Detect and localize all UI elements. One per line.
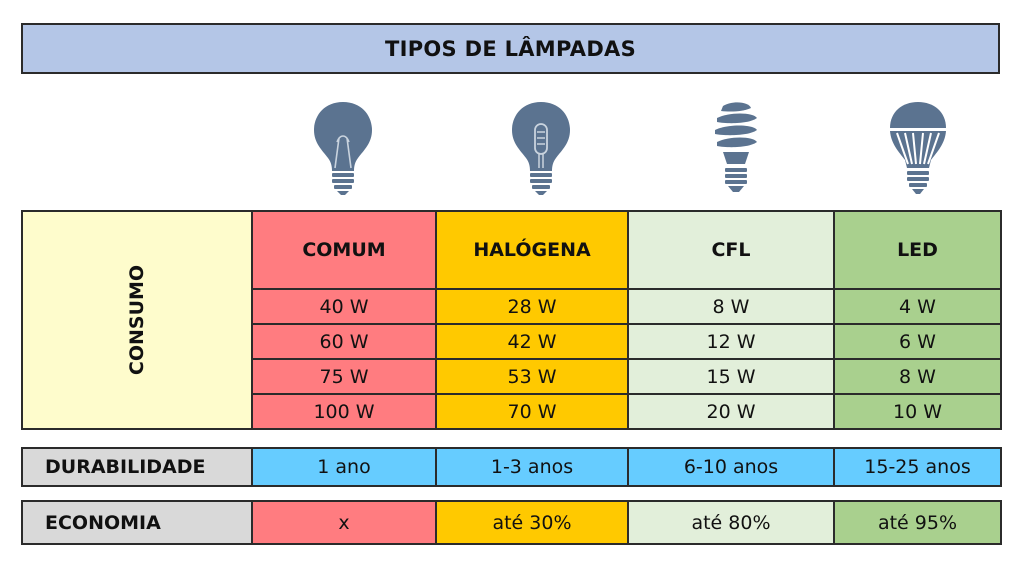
consumo-cfl-value: 12 W xyxy=(627,323,835,360)
cfl-bulb-icon xyxy=(701,98,771,196)
consumo-halogena-value: 42 W xyxy=(435,323,629,360)
header-comum: COMUM xyxy=(251,210,437,290)
consumo-table: CONSUMO COMUM HALÓGENA CFL LED 40 W 28 W… xyxy=(21,210,1002,430)
consumo-comum-value: 40 W xyxy=(251,288,437,325)
consumo-cfl-value: 20 W xyxy=(627,393,835,430)
consumo-cfl-value: 8 W xyxy=(627,288,835,325)
economia-cfl-value: até 80% xyxy=(627,500,835,545)
consumo-led-value: 10 W xyxy=(833,393,1002,430)
consumo-comum-value: 100 W xyxy=(251,393,437,430)
header-led: LED xyxy=(833,210,1002,290)
consumo-led-value: 6 W xyxy=(833,323,1002,360)
table-row: 40 W 28 W 8 W 4 W xyxy=(22,288,1002,325)
bulb-icons-row xyxy=(0,98,1023,198)
consumo-cfl-value: 15 W xyxy=(627,358,835,395)
table-row: 75 W 53 W 15 W 8 W xyxy=(22,358,1002,395)
economia-table: ECONOMIA x até 30% até 80% até 95% xyxy=(21,500,1002,545)
header-halogena: HALÓGENA xyxy=(435,210,629,290)
consumo-label-cell: CONSUMO xyxy=(21,210,253,430)
header-cfl: CFL xyxy=(627,210,835,290)
consumo-halogena-value: 53 W xyxy=(435,358,629,395)
consumo-comum-value: 75 W xyxy=(251,358,437,395)
durabilidade-cfl-value: 6-10 anos xyxy=(627,447,835,487)
incandescent-bulb-icon xyxy=(308,98,378,196)
durabilidade-comum-value: 1 ano xyxy=(251,447,437,487)
consumo-halogena-value: 70 W xyxy=(435,393,629,430)
consumo-led-value: 8 W xyxy=(833,358,1002,395)
economia-led-value: até 95% xyxy=(833,500,1002,545)
durabilidade-led-value: 15-25 anos xyxy=(833,447,1002,487)
consumo-label: CONSUMO xyxy=(125,264,148,376)
page-title: TIPOS DE LÂMPADAS xyxy=(21,23,1000,74)
table-row: 100 W 70 W 20 W 10 W xyxy=(22,393,1002,430)
table-row: ECONOMIA x até 30% até 80% até 95% xyxy=(21,500,1002,545)
consumo-comum-value: 60 W xyxy=(251,323,437,360)
led-bulb-icon xyxy=(883,98,953,196)
consumo-led-value: 4 W xyxy=(833,288,1002,325)
economia-comum-value: x xyxy=(251,500,437,545)
table-row: DURABILIDADE 1 ano 1-3 anos 6-10 anos 15… xyxy=(21,447,1002,487)
consumo-halogena-value: 28 W xyxy=(435,288,629,325)
durabilidade-table: DURABILIDADE 1 ano 1-3 anos 6-10 anos 15… xyxy=(21,447,1002,487)
durabilidade-label: DURABILIDADE xyxy=(21,447,253,487)
durabilidade-halogena-value: 1-3 anos xyxy=(435,447,629,487)
halogen-bulb-icon xyxy=(506,98,576,196)
table-row: 60 W 42 W 12 W 6 W xyxy=(22,323,1002,360)
economia-label: ECONOMIA xyxy=(21,500,253,545)
economia-halogena-value: até 30% xyxy=(435,500,629,545)
